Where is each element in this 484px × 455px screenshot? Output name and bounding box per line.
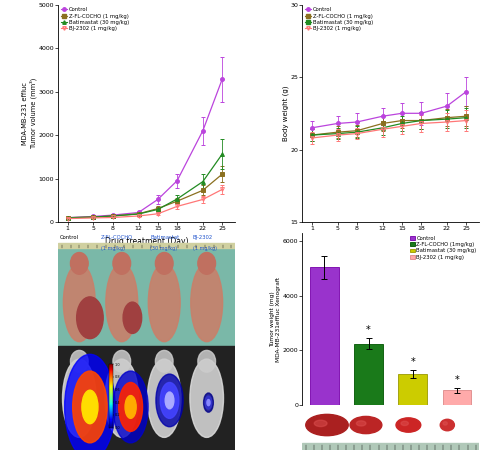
Ellipse shape (63, 263, 95, 342)
Bar (443, 390, 471, 405)
Ellipse shape (190, 359, 224, 437)
Ellipse shape (106, 263, 137, 342)
Ellipse shape (443, 422, 447, 425)
Legend: Control, Z-FL-COCHO (1 mg/kg), Batimastat (30 mg/kg), BJ-2302 (1 mg/kg): Control, Z-FL-COCHO (1 mg/kg), Batimasta… (305, 7, 373, 31)
Ellipse shape (119, 383, 143, 431)
Ellipse shape (350, 416, 382, 434)
Ellipse shape (205, 396, 212, 409)
Text: (1 mg/kg): (1 mg/kg) (101, 246, 124, 251)
Ellipse shape (396, 418, 421, 432)
Ellipse shape (155, 253, 173, 274)
Ellipse shape (71, 253, 88, 274)
Ellipse shape (198, 350, 215, 372)
Ellipse shape (65, 354, 115, 455)
Bar (58, 244, 235, 346)
Ellipse shape (165, 392, 174, 409)
Ellipse shape (123, 302, 142, 334)
Ellipse shape (113, 371, 148, 443)
Ellipse shape (148, 263, 180, 342)
Text: *: * (410, 357, 415, 367)
Y-axis label: MDA-MB-231 effluc
Tumor volume (mm³): MDA-MB-231 effluc Tumor volume (mm³) (22, 78, 37, 148)
X-axis label: Drug treatment (Day): Drug treatment (Day) (349, 237, 432, 246)
Ellipse shape (207, 399, 210, 406)
Ellipse shape (71, 350, 88, 372)
X-axis label: Drug treatment (Day): Drug treatment (Day) (105, 237, 188, 246)
Bar (58, 346, 235, 450)
Ellipse shape (198, 253, 215, 274)
Legend: Control, Z-FL-COCHO (1mg/kg), Batimastat (30 mg/kg), BJ-2302 (1 mg/kg): Control, Z-FL-COCHO (1mg/kg), Batimastat… (410, 236, 477, 259)
Ellipse shape (76, 297, 103, 339)
Bar (302, 443, 479, 450)
Bar (58, 243, 235, 248)
Text: (30 mg/kg): (30 mg/kg) (150, 246, 177, 251)
Text: Control: Control (60, 235, 79, 240)
Ellipse shape (160, 383, 179, 418)
Text: Batimastat: Batimastat (150, 235, 180, 240)
Ellipse shape (401, 421, 408, 425)
Ellipse shape (440, 420, 454, 431)
Text: (1 mg/kg): (1 mg/kg) (193, 246, 216, 251)
Ellipse shape (113, 253, 131, 274)
Ellipse shape (306, 415, 348, 436)
Text: Z-FL-COCHO: Z-FL-COCHO (101, 235, 133, 240)
Legend: Control, Z-FL-COCHO (1 mg/kg), Batimastat (30 mg/kg), BJ-2302 (1 mg/kg): Control, Z-FL-COCHO (1 mg/kg), Batimasta… (60, 7, 129, 31)
Text: BJ-2302: BJ-2302 (193, 235, 213, 240)
Ellipse shape (62, 359, 96, 437)
Text: *: * (454, 375, 459, 385)
Ellipse shape (125, 395, 136, 418)
Ellipse shape (314, 420, 327, 427)
Y-axis label: Tumor weight (mg)
MDA-MB-231effluc Xenograft: Tumor weight (mg) MDA-MB-231effluc Xenog… (270, 277, 281, 362)
Ellipse shape (156, 374, 183, 427)
Y-axis label: Body weight (g): Body weight (g) (282, 86, 289, 141)
Ellipse shape (155, 350, 173, 372)
Ellipse shape (73, 371, 107, 443)
Ellipse shape (356, 421, 366, 426)
Ellipse shape (191, 263, 223, 342)
Ellipse shape (82, 390, 98, 424)
Ellipse shape (105, 359, 138, 437)
Text: *: * (366, 325, 371, 335)
Ellipse shape (204, 393, 213, 412)
Bar (398, 374, 427, 405)
Ellipse shape (148, 359, 181, 437)
Ellipse shape (113, 350, 131, 372)
Bar (354, 344, 383, 405)
Bar (310, 267, 339, 405)
